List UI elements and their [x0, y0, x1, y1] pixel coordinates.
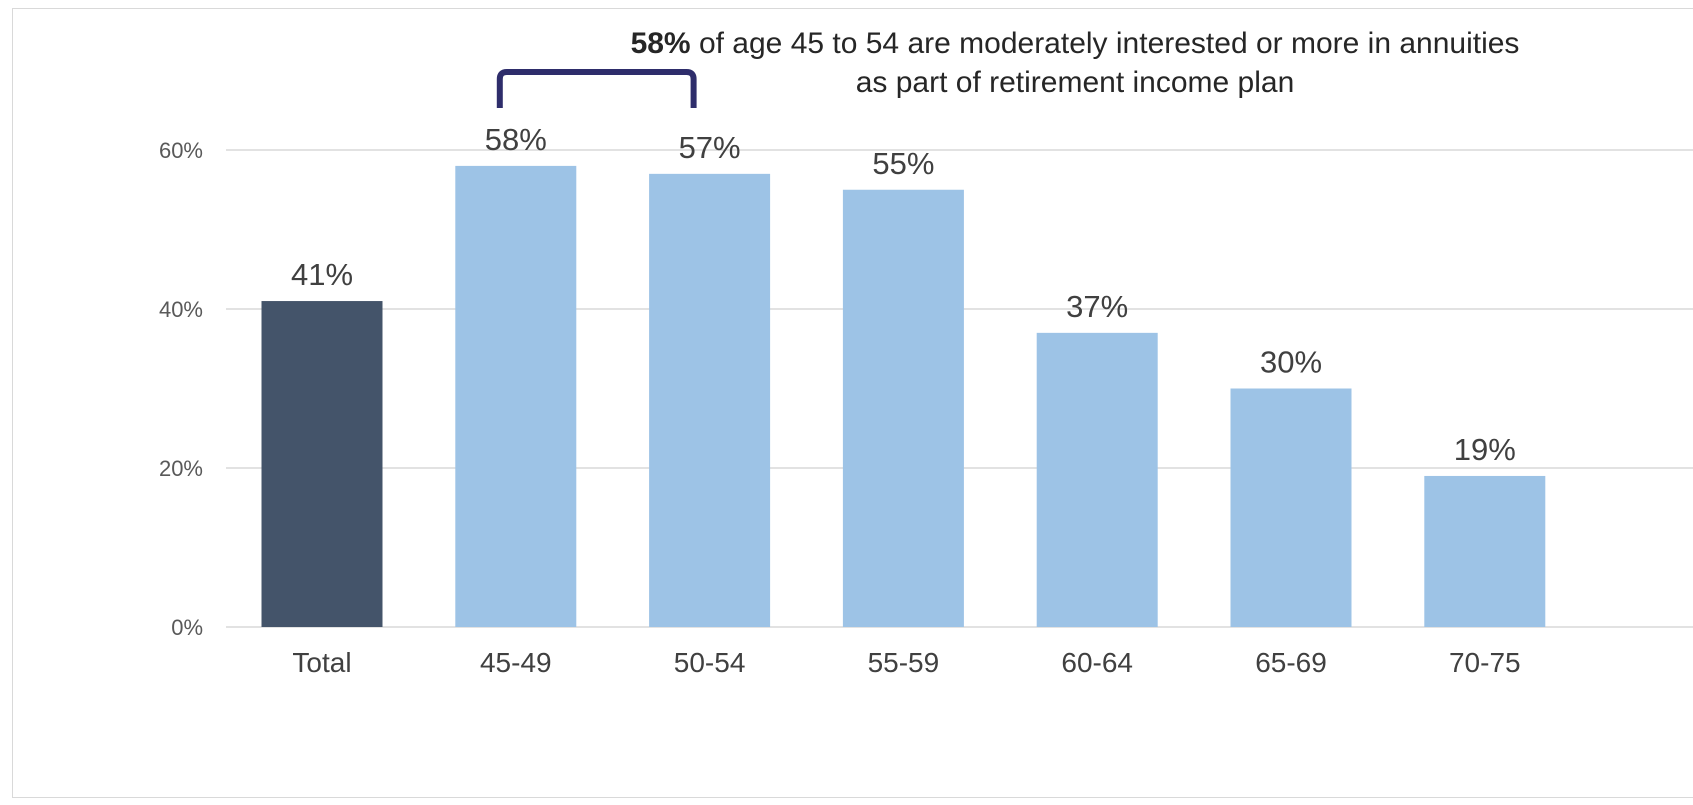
- bar-total: [261, 301, 383, 627]
- bars: [261, 165, 1546, 627]
- y-tick-label: 0%: [171, 615, 203, 640]
- value-label-50-54: 57%: [679, 130, 741, 165]
- category-label-60-64: 60-64: [1061, 647, 1133, 678]
- value-label-total: 41%: [291, 257, 353, 292]
- category-label-50-54: 50-54: [674, 647, 746, 678]
- annotation-line-2: as part of retirement income plan: [856, 66, 1295, 99]
- bar-60-64: [1036, 332, 1158, 627]
- value-label-70-75: 19%: [1454, 432, 1516, 467]
- value-label-60-64: 37%: [1066, 289, 1128, 324]
- value-label-55-59: 55%: [872, 146, 934, 181]
- category-label-total: Total: [292, 647, 351, 678]
- annotation-bracket: [496, 69, 697, 108]
- bar-45-49: [455, 165, 577, 627]
- category-label-45-49: 45-49: [480, 647, 552, 678]
- value-labels: 41% 58% 57% 55% 37% 30% 19%: [291, 122, 1516, 467]
- annotation: 58% of age 45 to 54 are moderately inter…: [496, 27, 1520, 108]
- category-label-65-69: 65-69: [1255, 647, 1327, 678]
- annotation-bold: 58%: [631, 27, 691, 60]
- value-label-45-49: 58%: [485, 122, 547, 157]
- y-tick-label: 40%: [159, 297, 203, 322]
- category-labels: Total 45-49 50-54 55-59 60-64 65-69 70-75: [292, 647, 1520, 678]
- bar-50-54: [649, 173, 771, 627]
- bar-65-69: [1230, 388, 1352, 627]
- bar-70-75: [1424, 475, 1546, 627]
- category-label-70-75: 70-75: [1449, 647, 1521, 678]
- y-tick-label: 60%: [159, 138, 203, 163]
- annotation-line-1-rest: of age 45 to 54 are moderately intereste…: [691, 27, 1520, 60]
- category-label-55-59: 55-59: [868, 647, 940, 678]
- y-tick-label: 20%: [159, 456, 203, 481]
- bar-55-59: [842, 189, 964, 627]
- y-axis-ticks: 0% 20% 40% 60%: [159, 138, 203, 640]
- chart-frame: [12, 8, 1693, 798]
- value-label-65-69: 30%: [1260, 345, 1322, 380]
- annotation-line-1: 58% of age 45 to 54 are moderately inter…: [631, 27, 1520, 60]
